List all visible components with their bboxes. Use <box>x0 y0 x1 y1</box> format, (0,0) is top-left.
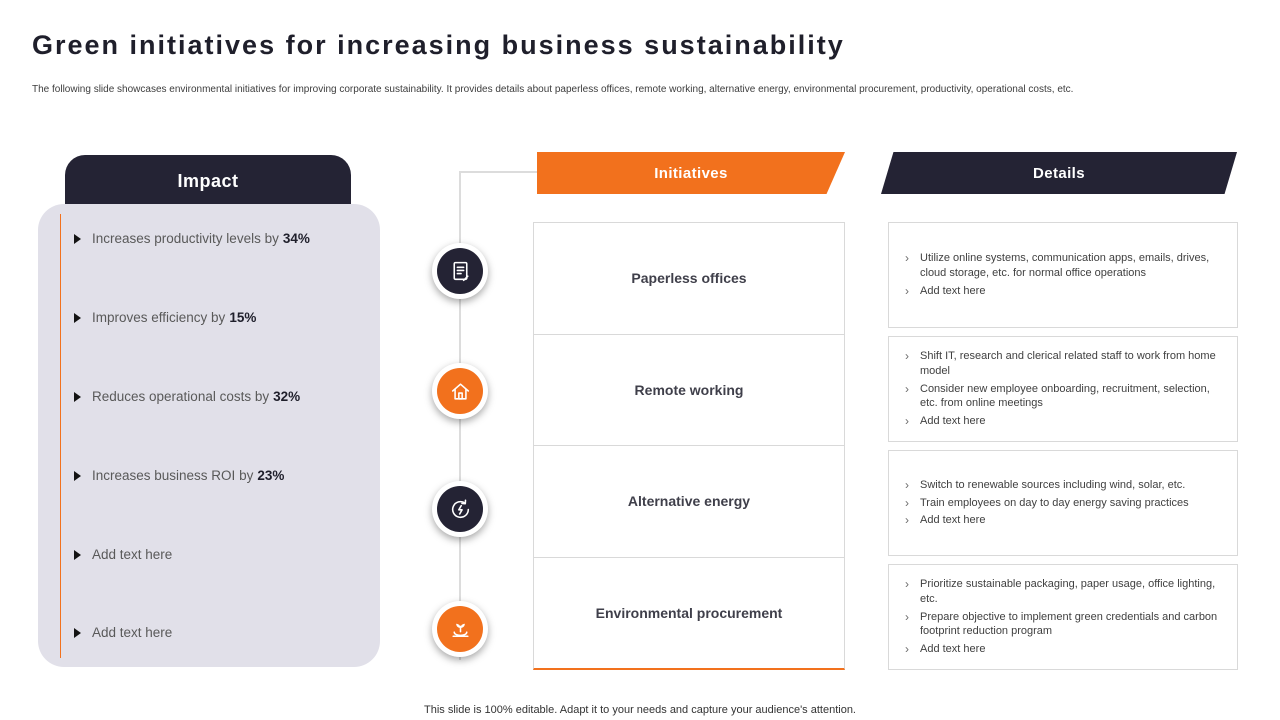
triangle-bullet-icon <box>74 628 81 639</box>
triangle-bullet-icon <box>74 549 81 560</box>
impact-item-label: Add text here <box>92 546 173 562</box>
detail-text: Add text here <box>920 643 986 656</box>
detail-item: Add text here <box>903 512 1223 528</box>
detail-text: Prioritize sustainable packaging, paper … <box>920 577 1216 605</box>
details-header: Details <box>881 152 1237 194</box>
impact-header-label: Impact <box>177 171 239 191</box>
paperless-bubble <box>437 248 483 294</box>
impact-item: Add text here <box>74 546 368 564</box>
details-header-label: Details <box>1033 164 1085 182</box>
impact-item-text: Increases business ROI by 23% <box>92 467 284 485</box>
subtitle: The following slide showcases environmen… <box>32 84 1074 95</box>
paperless-document-icon <box>452 261 469 281</box>
triangle-bullet-icon <box>74 391 81 402</box>
impact-item-label: Increases business ROI by <box>92 467 254 483</box>
timeline-node-procurement <box>432 601 488 657</box>
timeline-horizontal-connector <box>459 171 537 173</box>
impact-item: Increases business ROI by 23% <box>74 467 368 485</box>
initiatives-header-label: Initiatives <box>654 164 728 182</box>
footer-note: This slide is 100% editable. Adapt it to… <box>424 704 856 716</box>
procurement-bubble <box>437 606 483 652</box>
remote-bubble <box>437 368 483 414</box>
triangle-bullet-icon <box>74 312 81 323</box>
detail-text: Consider new employee onboarding, recrui… <box>920 382 1210 410</box>
initiative-row-energy: Alternative energy <box>534 446 844 558</box>
details-list: Shift IT, research and clerical related … <box>903 346 1223 432</box>
impact-item-value: 32% <box>273 388 301 404</box>
detail-item: Prioritize sustainable packaging, paper … <box>903 576 1223 607</box>
detail-text: Add text here <box>920 514 986 527</box>
impact-item-text: Add text here <box>92 546 176 564</box>
hand-plant-icon <box>451 623 469 637</box>
details-column: Utilize online systems, communication ap… <box>888 222 1238 670</box>
impact-item-label: Add text here <box>92 625 173 641</box>
details-box-paperless: Utilize online systems, communication ap… <box>888 222 1238 328</box>
impact-accent-line <box>60 214 61 658</box>
triangle-bullet-icon <box>74 234 81 244</box>
impact-item-label: Increases productivity levels by <box>92 231 279 246</box>
initiatives-table: Paperless offices Remote working Alterna… <box>533 222 845 670</box>
energy-bubble <box>437 486 483 532</box>
detail-item: Add text here <box>903 283 1223 299</box>
impact-item: Add text here <box>74 624 368 642</box>
details-list: Prioritize sustainable packaging, paper … <box>903 574 1223 660</box>
timeline-node-paperless <box>432 243 488 299</box>
detail-item: Consider new employee onboarding, recrui… <box>903 381 1223 412</box>
detail-text: Shift IT, research and clerical related … <box>920 349 1216 377</box>
timeline-node-energy <box>432 481 488 537</box>
impact-item: Reduces operational costs by 32% <box>74 388 368 406</box>
detail-item: Shift IT, research and clerical related … <box>903 348 1223 379</box>
impact-item: Improves efficiency by 15% <box>74 309 368 327</box>
impact-item-value: 23% <box>257 467 285 483</box>
detail-item: Utilize online systems, communication ap… <box>903 250 1223 281</box>
impact-item-label: Reduces operational costs by <box>92 388 270 404</box>
impact-item-text: Add text here <box>92 624 176 642</box>
initiative-row-paperless: Paperless offices <box>534 223 844 335</box>
detail-item: Add text here <box>903 413 1223 429</box>
detail-text: Add text here <box>920 415 986 428</box>
initiative-row-procurement: Environmental procurement <box>595 604 783 621</box>
details-box-remote: Shift IT, research and clerical related … <box>888 336 1238 442</box>
detail-item: Train employees on day to day energy sav… <box>903 495 1223 511</box>
renewable-energy-icon <box>451 499 469 518</box>
details-list: Switch to renewable sources including wi… <box>903 475 1223 532</box>
detail-text: Switch to renewable sources including wi… <box>920 478 1186 491</box>
details-list: Utilize online systems, communication ap… <box>903 248 1223 302</box>
impact-item-value: 34% <box>282 231 310 246</box>
detail-text: Add text here <box>920 284 986 297</box>
detail-text: Prepare objective to implement green cre… <box>920 610 1218 638</box>
initiatives-header: Initiatives <box>537 152 845 194</box>
impact-item-text: Reduces operational costs by 32% <box>92 388 300 406</box>
impact-item-value: 15% <box>229 309 257 325</box>
detail-item: Switch to renewable sources including wi… <box>903 477 1223 493</box>
detail-item: Add text here <box>903 641 1223 657</box>
detail-item: Prepare objective to implement green cre… <box>903 609 1223 640</box>
impact-item: Increases productivity levels by 34% <box>74 230 368 248</box>
detail-text: Train employees on day to day energy sav… <box>920 496 1189 509</box>
impact-item-label: Improves efficiency by <box>92 309 226 325</box>
triangle-bullet-icon <box>74 470 81 481</box>
impact-item-text: Increases productivity levels by 34% <box>92 230 310 248</box>
page-title: Green initiatives for increasing busines… <box>32 30 845 60</box>
detail-text: Utilize online systems, communication ap… <box>920 252 1210 280</box>
details-box-procurement: Prioritize sustainable packaging, paper … <box>888 564 1238 670</box>
impact-list: Increases productivity levels by 34% Impr… <box>74 214 368 662</box>
home-office-icon <box>451 382 469 400</box>
initiative-row-remote: Remote working <box>534 335 844 446</box>
impact-panel <box>38 204 380 667</box>
timeline-node-remote <box>432 363 488 419</box>
impact-item-text: Improves efficiency by 15% <box>92 309 256 327</box>
details-box-energy: Switch to renewable sources including wi… <box>888 450 1238 556</box>
